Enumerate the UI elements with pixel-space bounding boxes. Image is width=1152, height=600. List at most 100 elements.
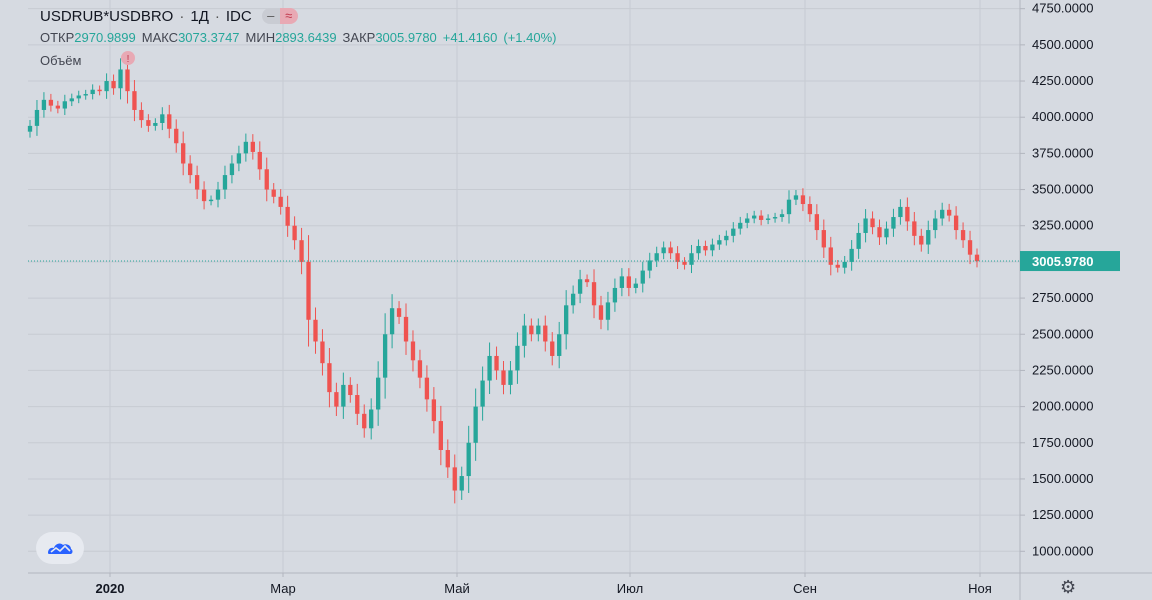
candle-body <box>215 189 221 200</box>
candle-body <box>898 206 903 218</box>
candle-body <box>417 360 423 378</box>
candle-body <box>445 450 450 468</box>
candle-body <box>508 370 513 385</box>
candle-body <box>48 99 54 106</box>
candle-body <box>285 206 290 226</box>
candle-body <box>543 325 548 342</box>
y-tick-label: 1500.0000 <box>1032 471 1093 486</box>
y-tick-label: 1250.0000 <box>1032 507 1093 522</box>
candle-body <box>605 302 611 320</box>
candle-body <box>146 120 151 126</box>
candle-body <box>139 109 144 121</box>
y-tick-label: 2250.0000 <box>1032 362 1093 377</box>
candle-body <box>55 105 61 109</box>
candle-body <box>201 189 207 202</box>
interval-label[interactable]: 1Д <box>190 7 209 25</box>
low-label: МИН <box>245 30 276 45</box>
candle-body <box>953 215 959 231</box>
candle-body <box>807 204 813 215</box>
candle-body <box>389 308 395 335</box>
svg-text:!: ! <box>127 54 130 65</box>
candle-body <box>306 261 311 320</box>
chart-grid <box>28 0 1020 573</box>
candle-body <box>494 355 499 371</box>
x-tick-label: Ноя <box>968 581 992 596</box>
y-tick-label: 3500.0000 <box>1032 182 1093 197</box>
candle-body <box>376 377 381 410</box>
candle-body <box>856 232 861 249</box>
y-tick-label: 4500.0000 <box>1032 37 1093 52</box>
candle-body <box>703 245 708 251</box>
candle-body <box>584 279 590 283</box>
high-value: 3073.3747 <box>178 30 240 45</box>
candle-body <box>97 89 102 92</box>
y-tick-label: 2500.0000 <box>1032 326 1093 341</box>
candle-body <box>933 218 938 231</box>
ohlc-values: ОТКР 2970.9899 МАКС 3073.3747 МИН 2893.6… <box>40 30 563 45</box>
symbol-row[interactable]: USDRUB*USDBRO · 1Д · IDC – ≈ <box>40 6 563 26</box>
candle-body <box>758 215 764 220</box>
candle-body <box>125 69 130 92</box>
candle-body <box>967 240 973 255</box>
candle-body <box>118 69 123 89</box>
candle-body <box>849 248 854 262</box>
candle-body <box>738 222 743 229</box>
candle-body <box>696 245 701 254</box>
candle-body <box>682 261 687 265</box>
open-value: 2970.9899 <box>74 30 136 45</box>
candle-body <box>974 254 980 262</box>
low-value: 2893.6439 <box>275 30 337 45</box>
candle-body <box>111 81 116 89</box>
time-axis[interactable]: 2020 Мар Май Июл Сен Ноя <box>96 573 992 596</box>
candle-body <box>522 325 527 346</box>
candle-body <box>842 261 847 268</box>
close-label: ЗАКР <box>342 30 376 45</box>
candle-body <box>396 308 402 317</box>
candle-body <box>41 99 47 110</box>
candle-body <box>292 225 297 241</box>
candle-body <box>654 253 659 261</box>
candle-body <box>250 141 255 152</box>
candle-body <box>912 221 917 236</box>
candle-body <box>926 230 931 245</box>
candle-body <box>814 214 820 231</box>
candle-body <box>946 209 952 216</box>
candle-body <box>480 380 485 407</box>
price-axis[interactable]: 4750.0000 4500.0000 4250.0000 4000.0000 3750… <box>1020 1 1093 559</box>
tradingview-logo[interactable] <box>36 532 84 564</box>
candle-body <box>529 325 534 335</box>
legend-toggle[interactable]: – ≈ <box>261 8 298 24</box>
candle-body <box>598 305 604 320</box>
source-label: IDC <box>225 7 252 25</box>
settings-gear-icon[interactable]: ⚙ <box>1060 577 1077 597</box>
y-tick-label: 3750.0000 <box>1032 145 1093 160</box>
symbol-name[interactable]: USDRUB*USDBRO <box>40 7 174 25</box>
candle-body <box>278 196 283 207</box>
volume-label[interactable]: Объём <box>40 53 82 68</box>
candle-body <box>410 341 416 361</box>
candle-body <box>765 218 771 220</box>
y-tick-label: 1000.0000 <box>1032 543 1093 558</box>
candle-body <box>779 214 785 218</box>
candle-body <box>167 114 172 129</box>
candle-body <box>194 175 200 190</box>
open-label: ОТКР <box>40 30 75 45</box>
candle-body <box>647 260 652 271</box>
candle-body <box>466 442 471 477</box>
x-tick-label: Мар <box>270 581 295 596</box>
y-tick-label: 4000.0000 <box>1032 109 1093 124</box>
minus-icon[interactable]: – <box>261 8 280 24</box>
candle-body <box>515 345 520 371</box>
candle-body <box>675 253 680 262</box>
candle-body <box>264 169 269 190</box>
candle-body <box>717 240 722 245</box>
candle-body <box>835 264 840 268</box>
candle-body <box>536 325 541 335</box>
candle-body <box>83 94 88 96</box>
candle-body <box>222 175 228 190</box>
wave-icon[interactable]: ≈ <box>279 8 298 24</box>
candle-body <box>438 421 443 451</box>
candle-body <box>452 467 457 491</box>
